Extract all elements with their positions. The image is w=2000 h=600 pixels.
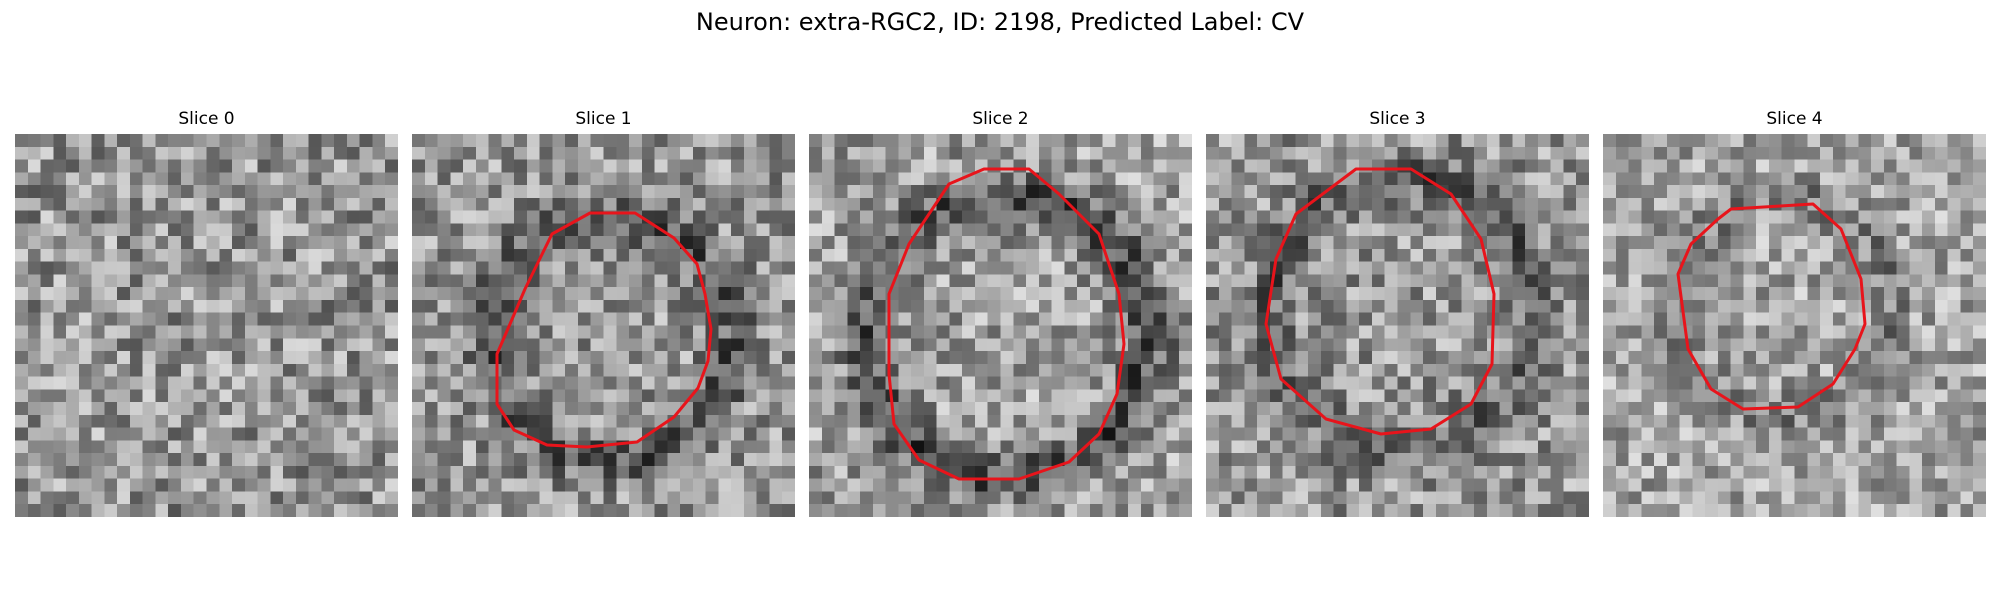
- slice-panel-4: Slice 4: [1603, 108, 1986, 517]
- slice-title-4: Slice 4: [1766, 109, 1823, 129]
- slice-image-0: [15, 134, 398, 517]
- slice-panel-2: Slice 2: [809, 108, 1192, 517]
- slice-title-1: Slice 1: [575, 109, 632, 129]
- figure-title: Neuron: extra-RGC2, ID: 2198, Predicted …: [695, 8, 1305, 36]
- slice-panel-0: Slice 0: [15, 108, 398, 517]
- slice-image-2: [809, 134, 1192, 517]
- slice-image-4: [1603, 134, 1986, 517]
- slice-title-3: Slice 3: [1369, 109, 1426, 129]
- slice-panel-1: Slice 1: [412, 108, 795, 517]
- slice-panel-3: Slice 3: [1206, 108, 1589, 517]
- slice-title-2: Slice 2: [972, 109, 1029, 129]
- slice-title-0: Slice 0: [178, 109, 235, 129]
- slice-image-3: [1206, 134, 1589, 517]
- slice-image-1: [412, 134, 795, 517]
